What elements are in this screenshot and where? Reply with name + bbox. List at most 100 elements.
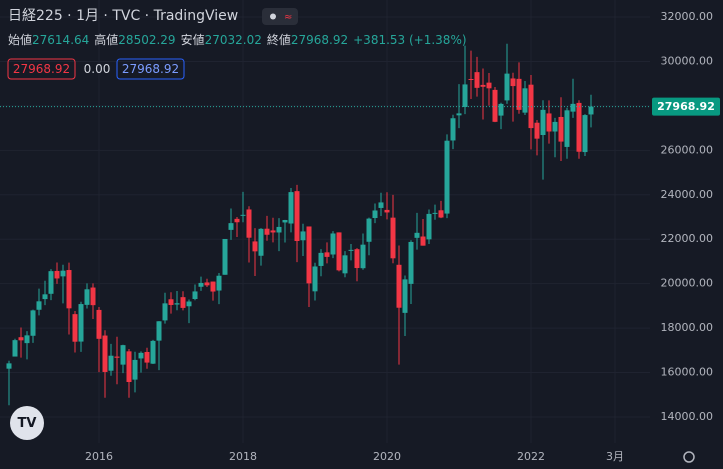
candle-body (96, 309, 102, 339)
candle-body (102, 335, 108, 372)
candle-body (468, 79, 474, 80)
candle-body (36, 301, 42, 310)
tradingview-logo[interactable] (10, 406, 44, 440)
icon (270, 13, 276, 20)
candle-body (378, 202, 384, 208)
y-tick-label: 22000.00 (661, 232, 714, 245)
indicator-box (7, 58, 76, 80)
candle-body (330, 233, 336, 255)
candle-body (522, 88, 528, 113)
candle-body (312, 266, 318, 292)
candle-body (546, 113, 552, 132)
candle-body (306, 226, 312, 284)
candle-body (228, 223, 234, 230)
ohlc-label: 始値 (8, 32, 32, 47)
candle-body (42, 294, 48, 300)
candle-body (582, 115, 588, 153)
candle-body (384, 209, 390, 213)
y-tick-label: 16000.00 (661, 366, 714, 379)
candle-body (318, 252, 324, 266)
candle-body (126, 351, 132, 382)
candle-body (342, 255, 348, 274)
candle-body (504, 73, 510, 101)
candle-body (72, 314, 78, 342)
candle-body (336, 232, 342, 271)
y-tick-label: 30000.00 (661, 54, 714, 67)
candle-body (174, 303, 180, 305)
y-tick-label: 20000.00 (661, 277, 714, 290)
candle-body (294, 191, 300, 241)
candle-body (132, 359, 138, 380)
candle-body (372, 210, 378, 218)
visibility-toggle[interactable] (262, 8, 298, 25)
candle-body (348, 249, 354, 251)
candle-body (198, 282, 204, 287)
candle-body (222, 238, 228, 275)
candle-body (558, 116, 564, 142)
candle-body (252, 241, 258, 252)
candle-body (12, 340, 18, 357)
candle-body (30, 310, 36, 336)
candle-body (480, 84, 486, 87)
candle-body (48, 271, 54, 294)
candle-body (114, 356, 120, 358)
candle-body (510, 78, 516, 87)
candle-body (258, 228, 264, 256)
candle-body (516, 78, 522, 110)
candle-body (474, 72, 480, 88)
candle-body (324, 252, 330, 257)
candles (0, 43, 650, 406)
candle-body (90, 287, 96, 306)
candle-body (354, 249, 360, 269)
ohlc-value: 27968.92 (291, 33, 348, 47)
candle-body (216, 275, 222, 291)
ohlc-value: 27614.64 (32, 33, 89, 47)
x-tick-label: 3月 (606, 450, 624, 463)
x-tick-label: 2016 (85, 450, 113, 463)
indicator-value: 27968.92 (13, 62, 70, 76)
candle-body (150, 340, 156, 364)
last-price-tag (652, 97, 720, 116)
ohlc-change: +381.53 (+1.38%) (353, 33, 466, 47)
settings-button[interactable] (683, 451, 695, 463)
candle-body (156, 321, 162, 341)
overlay: 日経225 · 1月 · TVC · TradingView ≈ 27968.9… (7, 8, 720, 463)
candle-body (120, 345, 126, 365)
candle-body (240, 214, 246, 216)
candle-body (450, 118, 456, 141)
candle-body (282, 220, 288, 223)
candle-body (534, 122, 540, 139)
candle-body (84, 289, 90, 305)
candle-body (60, 270, 66, 277)
ohlc-label: 安値 (181, 32, 205, 47)
candle-body (192, 291, 198, 299)
candle-body (414, 232, 420, 238)
indicator-value: 0.00 (84, 62, 111, 76)
candle-body (486, 82, 492, 89)
last-price-label: 27968.92 (657, 100, 715, 113)
x-tick-label: 2022 (517, 450, 545, 463)
y-tick-label: 32000.00 (661, 10, 714, 23)
candle-body (540, 109, 546, 135)
candle-body (426, 213, 432, 240)
candle-body (462, 84, 468, 108)
chart-title: 日経225 · 1月 · TVC · TradingView (8, 8, 238, 24)
ohlc-label: 終値 (267, 32, 291, 47)
candle-body (108, 355, 114, 371)
candle-body (246, 209, 252, 238)
ohlc-legend: 始値27614.64 高値28502.29 安値27032.02 終値27968.92… (8, 32, 467, 47)
candle-body (444, 140, 450, 214)
candle-body (168, 299, 174, 305)
candle-body (6, 363, 12, 369)
candle-body (396, 264, 402, 308)
y-tick-label: 14000.00 (661, 410, 714, 423)
logo-mark: TV (18, 416, 37, 431)
candle-body (180, 297, 186, 308)
candle-body (360, 244, 366, 269)
candle-body (186, 301, 192, 307)
candle-body (288, 192, 294, 224)
candle-body (78, 304, 84, 342)
candle-body (408, 241, 414, 284)
